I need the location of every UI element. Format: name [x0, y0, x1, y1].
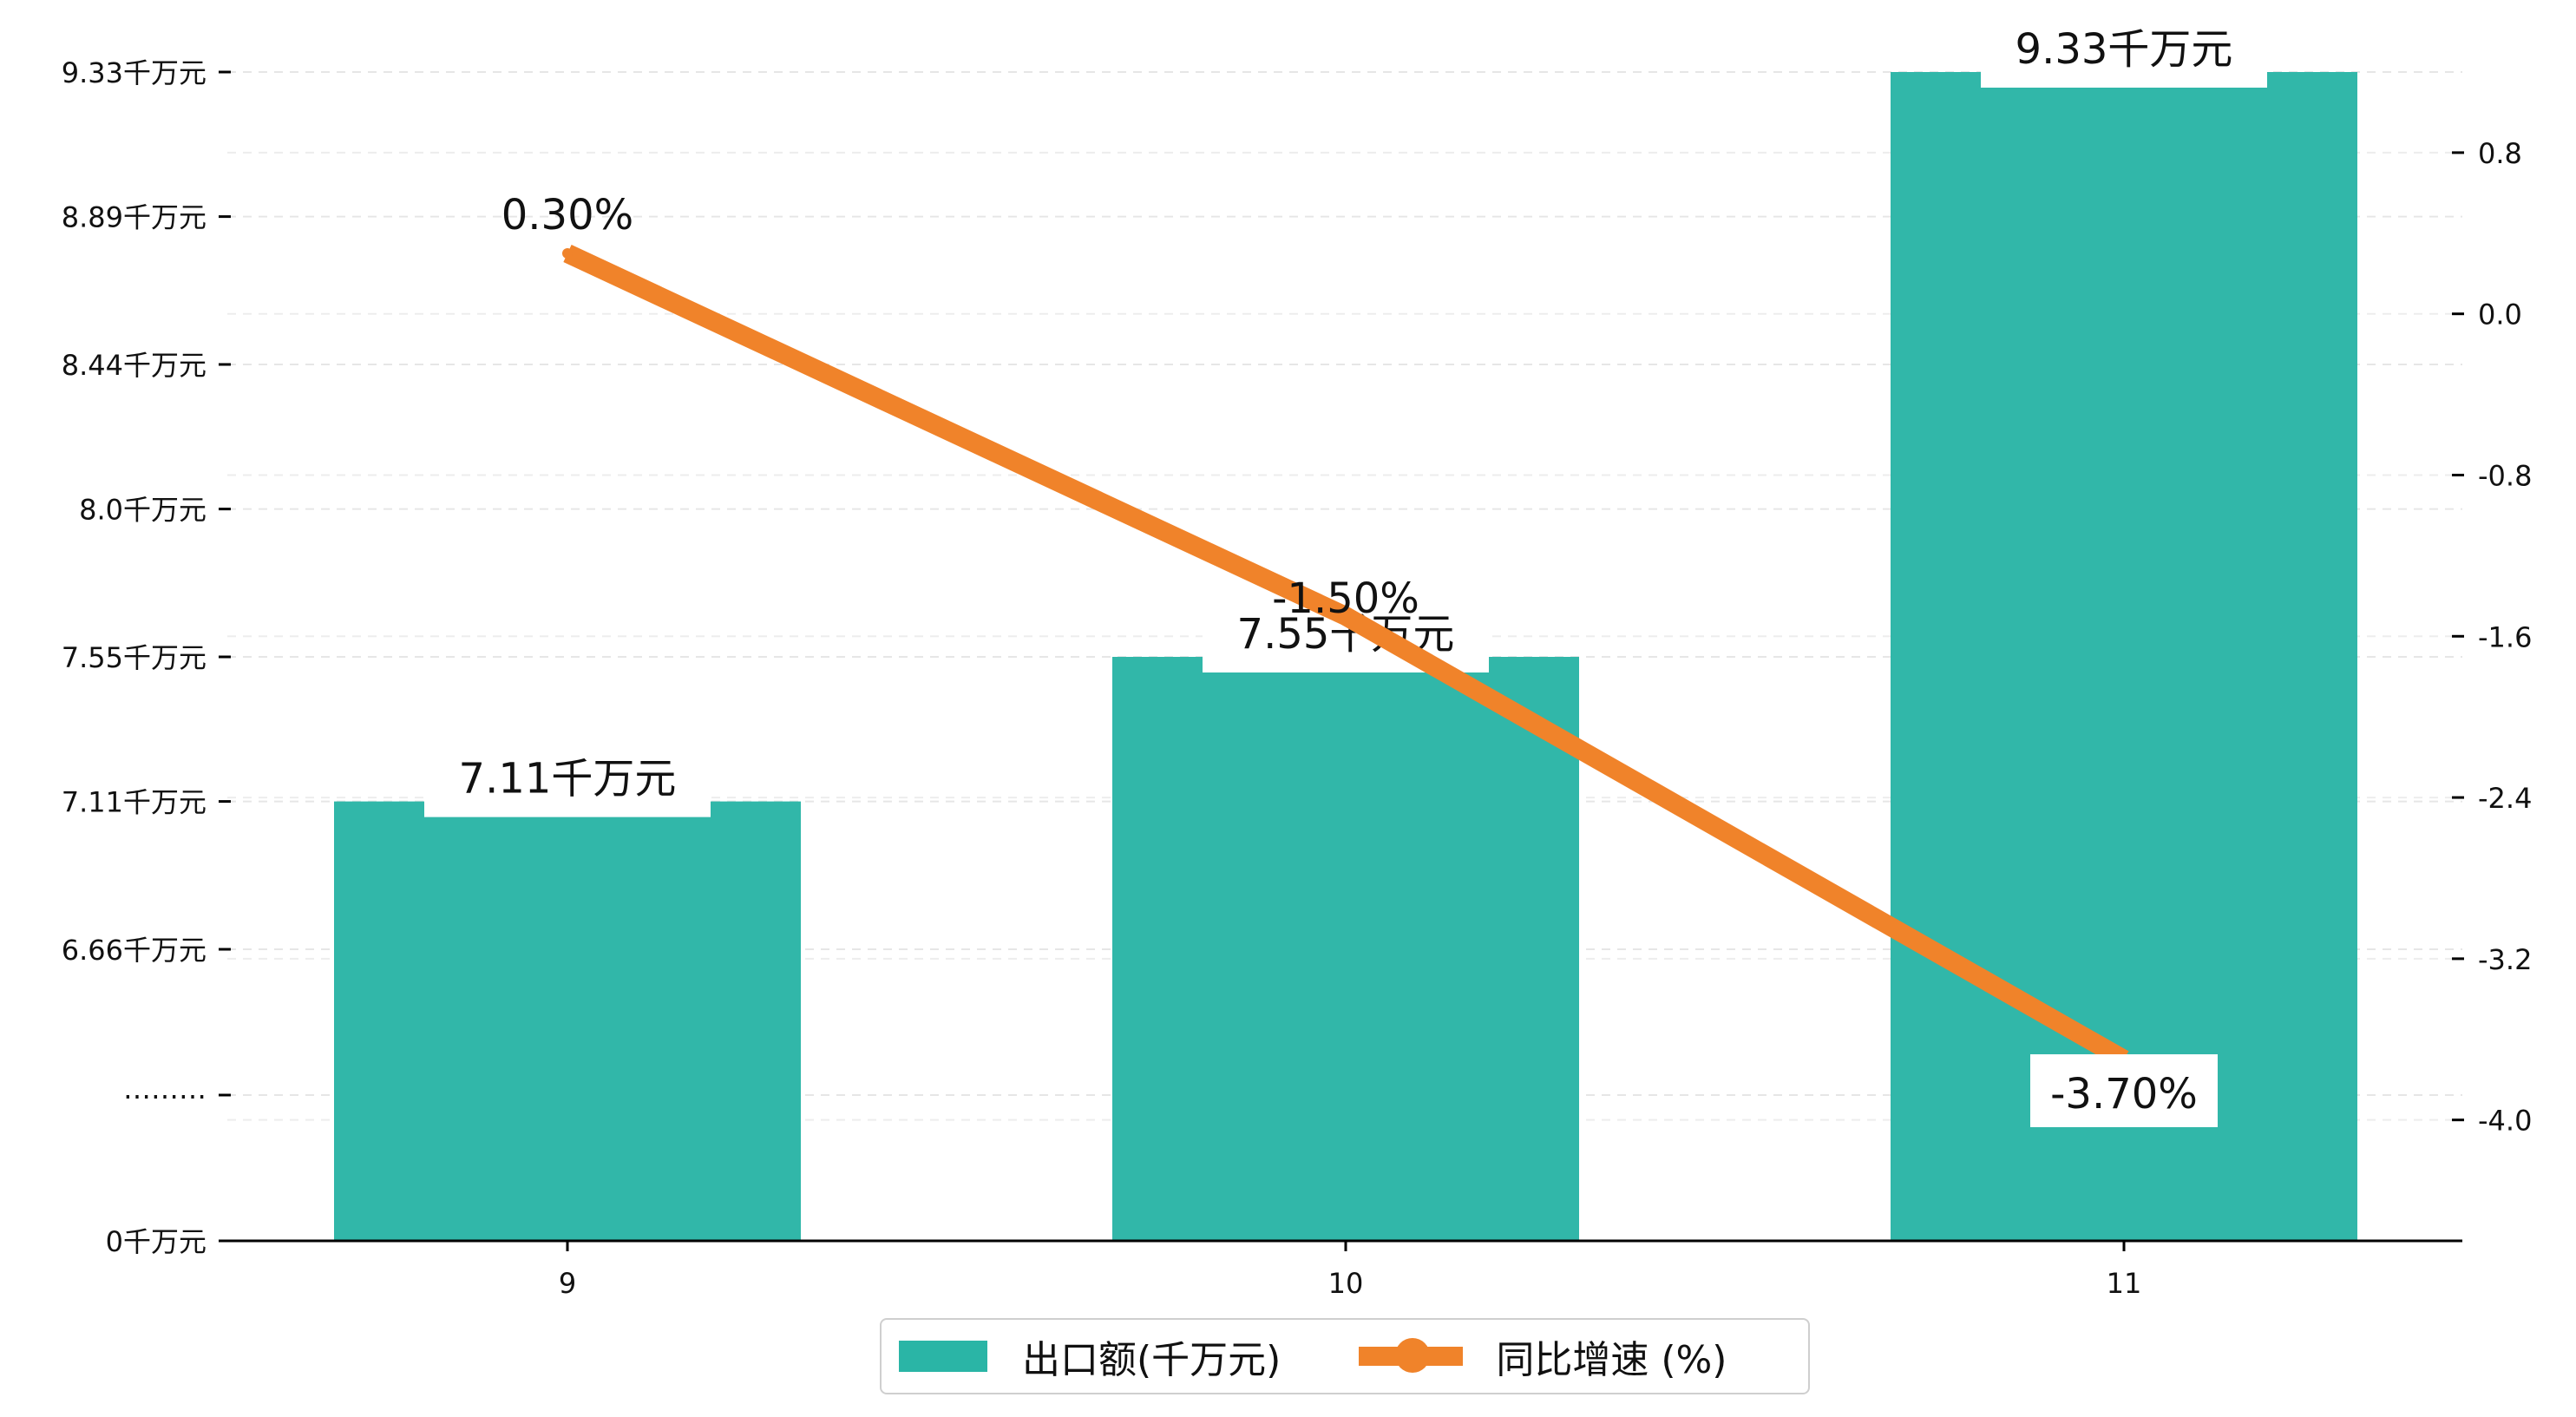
line-label-11: -3.70% [2050, 1070, 2198, 1119]
legend-item-bar: 出口额(千万元) [882, 1328, 1281, 1384]
legend: 出口额(千万元) 同比增速 (%) [880, 1318, 1810, 1394]
left-y-axis: 0千万元 6.66千万元 7.11千万元 7.55千万元 8.0千万元 8.44千万元 8.… [62, 56, 231, 1258]
left-tick-label-6: 8.89千万元 [62, 201, 206, 234]
right-tick-label-1: 0.0 [2478, 298, 2522, 331]
right-tick-label-2: -0.8 [2478, 459, 2532, 492]
bar-label-9: 7.11千万元 [459, 755, 677, 804]
bar-11 [1891, 72, 2357, 1241]
line-point-9 [562, 248, 573, 259]
left-tick-label-4: 8.0千万元 [79, 494, 206, 527]
line-series [562, 245, 2129, 1068]
left-axis-break-label: ……… [123, 1073, 206, 1105]
left-tick-label-1: 6.66千万元 [62, 934, 206, 967]
left-tick-label-2: 7.11千万元 [62, 786, 206, 819]
bar-10 [1112, 657, 1579, 1241]
right-tick-label-4: -2.4 [2478, 782, 2532, 815]
legend-label-line: 同比增速 (%) [1496, 1338, 1727, 1382]
left-tick-label-0: 0千万元 [106, 1225, 206, 1258]
right-tick-label-0: 0.8 [2478, 137, 2522, 170]
bar-label-box-11 [1981, 32, 2267, 88]
x-tick-label-11: 11 [2107, 1267, 2142, 1300]
bar-series [334, 72, 2357, 1241]
line-label-10: -1.50% [1272, 574, 1419, 623]
legend-swatch-bar [899, 1341, 987, 1372]
line-data-labels: 0.30% -1.50% -3.70% [501, 191, 2218, 1127]
right-tick-label-3: -1.6 [2478, 620, 2532, 653]
bar-label-box-9 [424, 761, 711, 817]
right-tick-label-6: -4.0 [2478, 1105, 2532, 1138]
x-tick-label-9: 9 [559, 1267, 576, 1300]
left-tick-label-7: 9.33千万元 [62, 56, 206, 89]
left-tick-label-3: 7.55千万元 [62, 641, 206, 674]
line-label-box-11 [2030, 1053, 2218, 1127]
legend-item-line: 同比增速 (%) [1281, 1328, 1727, 1384]
right-tick-label-5: -3.2 [2478, 943, 2532, 976]
left-tick-label-5: 8.44千万元 [62, 349, 206, 382]
bar-9 [334, 801, 801, 1241]
legend-label-bar: 出口额(千万元) [1022, 1338, 1281, 1382]
line-point-10 [1340, 611, 1351, 622]
line-label-9: 0.30% [501, 191, 633, 239]
x-axis: 9 10 11 [559, 1241, 2142, 1300]
x-tick-label-10: 10 [1328, 1267, 1364, 1300]
right-y-axis: 0.8 0.0 -0.8 -1.6 -2.4 -3.2 -4.0 [2452, 137, 2532, 1138]
legend-swatch-line [1359, 1338, 1464, 1373]
bar-label-11: 9.33千万元 [2016, 25, 2233, 74]
